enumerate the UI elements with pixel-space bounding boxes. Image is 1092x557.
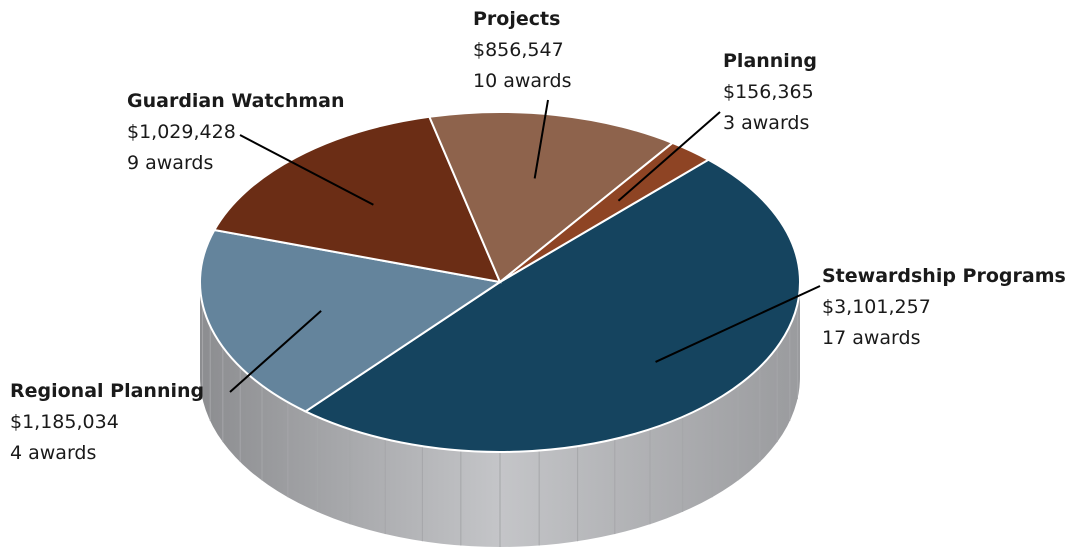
slice-value: $856,547 xyxy=(473,39,564,61)
slice-name: Planning xyxy=(723,50,817,72)
pie: Stewardship Programs $3,101,257 17 awards R… xyxy=(10,8,1066,547)
slice-name: Guardian Watchman xyxy=(127,90,345,112)
leader-line xyxy=(229,310,322,393)
slice-awards: 9 awards xyxy=(127,152,213,174)
slice-name: Regional Planning xyxy=(10,380,204,402)
slice-value: $156,365 xyxy=(723,81,814,103)
pie-slice xyxy=(212,115,502,284)
leader-line xyxy=(655,285,821,363)
pie-slice xyxy=(499,141,711,283)
pie-slice xyxy=(427,111,675,284)
slice-name: Projects xyxy=(473,8,560,30)
leader-line xyxy=(239,134,374,206)
slice-name: Stewardship Programs xyxy=(822,265,1066,287)
slice-value: $3,101,257 xyxy=(822,296,931,318)
leader-line xyxy=(617,111,721,202)
slice-awards: 3 awards xyxy=(723,112,809,134)
pie-slice xyxy=(303,158,801,453)
leader-line xyxy=(533,99,549,179)
slice-value: $1,029,428 xyxy=(127,121,236,143)
slice-awards: 10 awards xyxy=(473,70,571,92)
pie-slice xyxy=(199,228,503,413)
slice-awards: 17 awards xyxy=(822,327,920,349)
slice-awards: 4 awards xyxy=(10,442,96,464)
slice-value: $1,185,034 xyxy=(10,411,119,433)
